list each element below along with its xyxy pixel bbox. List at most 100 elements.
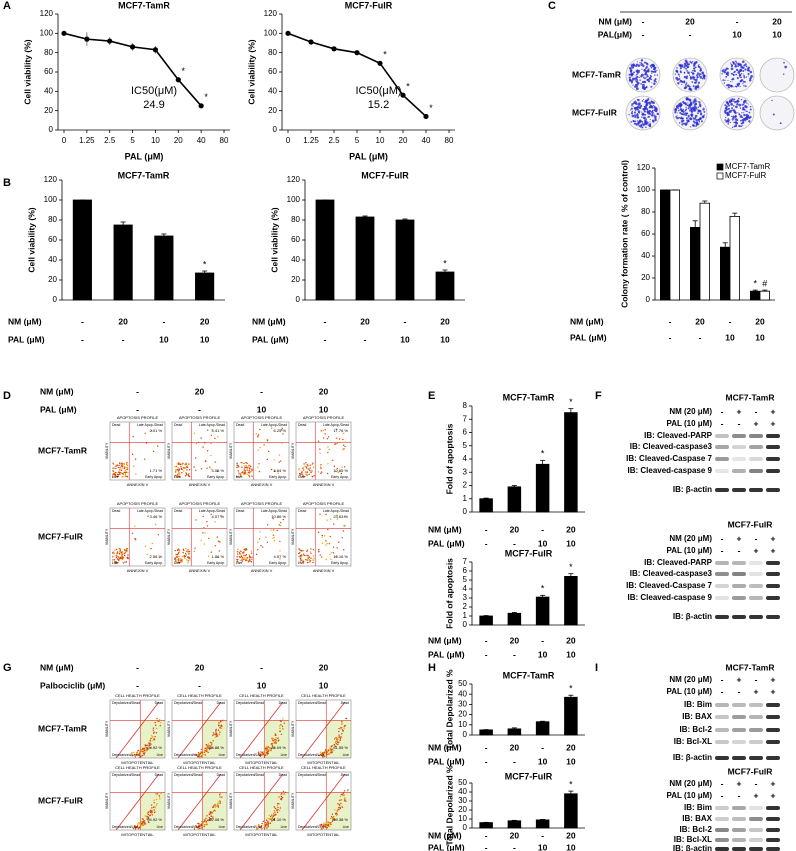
band <box>749 838 763 842</box>
quadrant-label: Depolarized/Live <box>298 753 324 757</box>
event <box>341 466 343 468</box>
event <box>273 806 275 808</box>
chart-title: MCF7-FulR <box>345 0 393 10</box>
colony-dot <box>633 111 637 114</box>
event <box>341 733 343 735</box>
colony-dot <box>736 102 739 106</box>
quadrant-label: Depolarized/Live <box>298 825 324 829</box>
treatment-value: + <box>754 686 759 696</box>
event <box>198 825 200 827</box>
colony-dot <box>737 84 740 87</box>
event <box>222 719 224 722</box>
colony-dot <box>637 121 641 124</box>
colony-dot <box>695 118 698 122</box>
event <box>154 724 157 726</box>
chart-title: MCF7-FulR <box>361 170 409 180</box>
event <box>273 459 275 461</box>
event <box>338 741 340 743</box>
event <box>251 475 253 477</box>
colony-dot <box>636 75 639 79</box>
event <box>304 465 306 467</box>
colony-dot <box>694 70 696 72</box>
event <box>117 471 120 473</box>
colony-dot <box>730 62 732 64</box>
event <box>120 557 122 560</box>
treatment-value: - <box>541 524 544 534</box>
quadrant-label: Live <box>343 753 349 757</box>
band <box>749 715 763 719</box>
y-tick-label: 2 <box>463 481 468 490</box>
event <box>258 538 261 540</box>
colony-dot <box>687 114 690 118</box>
event <box>328 448 330 451</box>
plot-x-label: ANNEXIN V <box>127 482 149 487</box>
event <box>324 751 327 753</box>
plot-frame <box>233 699 290 759</box>
colony-dot <box>647 80 651 83</box>
colony-dot <box>689 88 693 91</box>
colony-dot <box>732 115 735 118</box>
quadrant-label: Depolarized/Dead <box>112 701 140 705</box>
row-label: MCF7-FulR <box>572 107 617 117</box>
event <box>237 558 239 561</box>
event <box>212 806 214 808</box>
event <box>345 717 348 720</box>
event <box>123 467 126 470</box>
event <box>260 827 262 830</box>
event <box>262 752 265 754</box>
treatment-label: NM (μM) <box>428 635 462 645</box>
event <box>143 749 146 752</box>
colony-dot <box>643 116 646 120</box>
colony-dot <box>737 65 740 68</box>
event <box>118 464 120 467</box>
plot-x-label: MITOPOTENTIAL <box>245 760 278 765</box>
event <box>339 736 341 738</box>
point <box>354 50 360 56</box>
y-tick-label: 10 <box>458 720 467 729</box>
event <box>332 819 334 821</box>
colony-dot <box>637 108 639 111</box>
event <box>274 733 277 735</box>
colony-dot <box>687 71 690 75</box>
plot-x-label: ANNEXIN V <box>251 482 273 487</box>
event <box>200 748 202 751</box>
event <box>324 826 327 828</box>
colony-dot <box>645 118 648 120</box>
colony-dot <box>732 100 735 102</box>
quadrant-label: Live <box>343 825 349 829</box>
colony-dot <box>772 113 775 116</box>
band <box>766 445 780 449</box>
event <box>343 466 346 468</box>
colony-dot <box>721 69 725 73</box>
event <box>302 549 305 552</box>
colony-dot <box>734 124 738 128</box>
colony-dot <box>697 106 700 109</box>
colony-dot <box>732 104 735 107</box>
event <box>272 537 274 539</box>
event <box>185 554 187 556</box>
plot-x-label: ANNEXIN V <box>127 568 149 573</box>
colony-dot <box>647 70 649 72</box>
y-tick-label: 0 <box>463 823 468 832</box>
event <box>342 730 344 732</box>
panel-letter: B <box>3 177 11 189</box>
treatment-value: - <box>485 756 488 766</box>
event <box>210 811 212 813</box>
event <box>198 754 200 757</box>
event <box>263 827 266 829</box>
y-tick-label: 40 <box>641 251 650 260</box>
colony-dot <box>692 107 695 110</box>
colony-dot <box>782 73 785 75</box>
colony-dot <box>676 78 679 81</box>
event <box>208 537 210 540</box>
event <box>257 435 259 437</box>
colony-dot <box>634 120 637 123</box>
quadrant-label: Live <box>236 475 242 479</box>
treatment-value: 20 <box>510 635 520 645</box>
colony-dot <box>730 103 733 106</box>
event <box>334 742 337 744</box>
band <box>732 561 746 565</box>
event <box>116 475 119 478</box>
colony-dot <box>747 75 749 77</box>
colony-dot <box>683 71 686 74</box>
